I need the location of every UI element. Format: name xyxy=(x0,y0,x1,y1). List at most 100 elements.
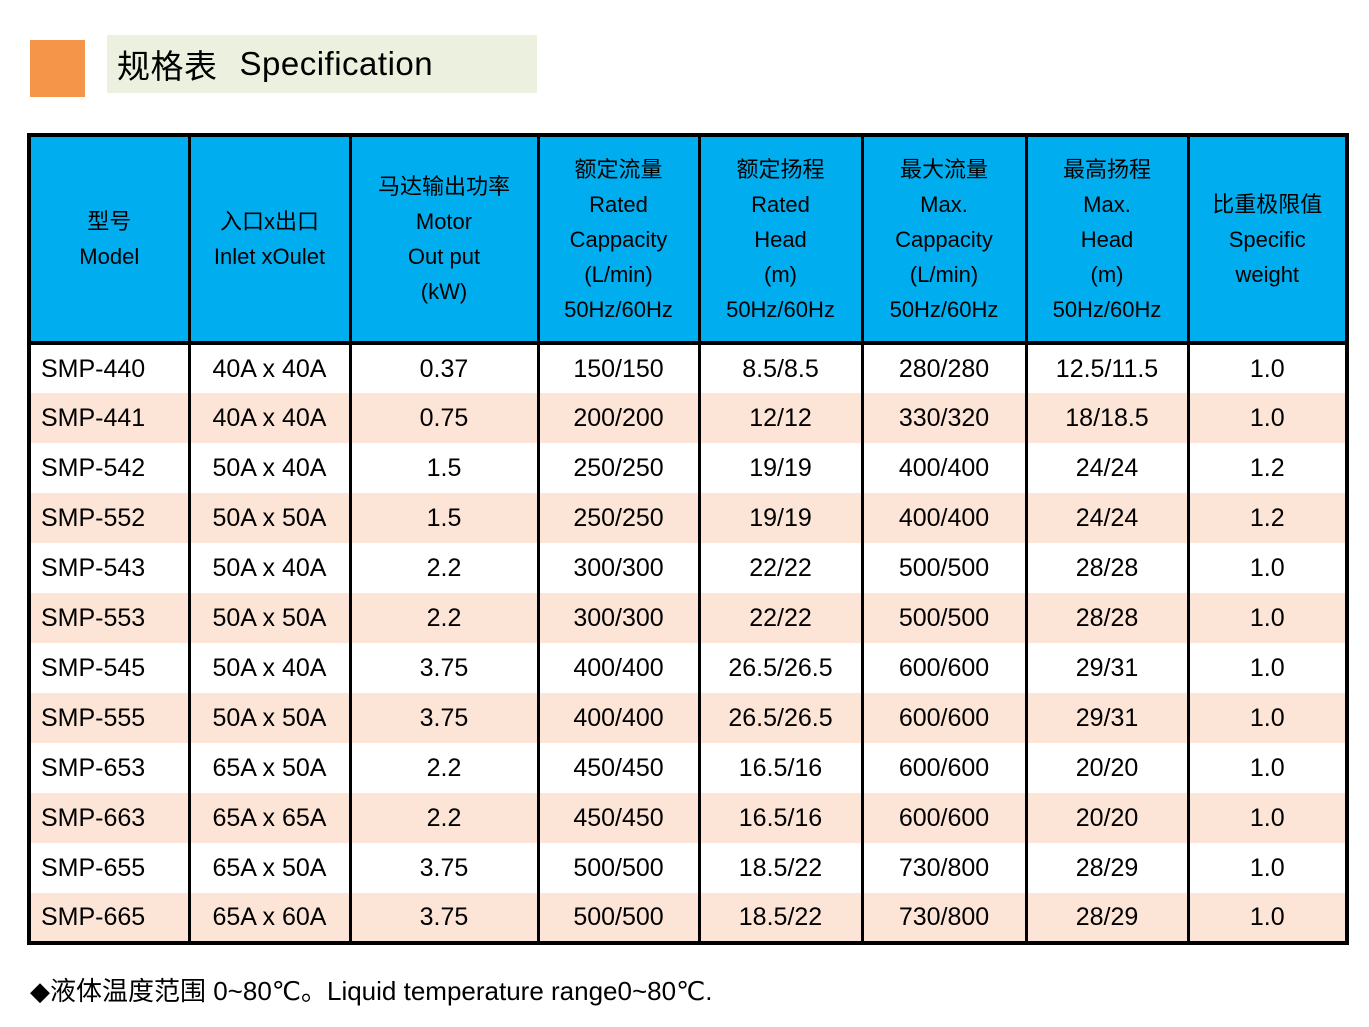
cell-motor-output: 0.75 xyxy=(348,393,540,443)
table-row: SMP-555 50A x 50A 3.75 400/400 26.5/26.5 600/… xyxy=(27,693,1349,743)
page-title: 规格表 Specification xyxy=(107,35,537,93)
spec-table-header: 型号 Model 入口x出口 Inlet xOulet 马达输出功率 Motor O… xyxy=(27,135,1349,345)
cell-model: SMP-653 xyxy=(27,743,191,793)
cell-specific-weight: 1.0 xyxy=(1186,593,1349,643)
cell-rated-head: 19/19 xyxy=(697,493,864,543)
liquid-temperature-note: ◆液体温度范围 0~80℃。Liquid temperature range0~… xyxy=(30,976,713,1006)
column-header-model: 型号 Model xyxy=(27,135,191,345)
header-row: 型号 Model 入口x出口 Inlet xOulet 马达输出功率 Motor O… xyxy=(27,135,1349,345)
cell-inlet-outlet: 50A x 50A xyxy=(187,593,352,643)
column-header-rated-head: 额定扬程 Rated Head (m) 50Hz/60Hz xyxy=(697,135,864,345)
cell-rated-capacity: 150/150 xyxy=(536,343,701,393)
cell-motor-output: 0.37 xyxy=(348,343,540,393)
column-header-inlet-outlet: 入口x出口 Inlet xOulet xyxy=(187,135,352,345)
cell-inlet-outlet: 50A x 50A xyxy=(187,493,352,543)
cell-motor-output: 2.2 xyxy=(348,543,540,593)
cell-inlet-outlet: 50A x 50A xyxy=(187,693,352,743)
table-row: SMP-542 50A x 40A 1.5 250/250 19/19 400/400 24… xyxy=(27,443,1349,493)
cell-inlet-outlet: 65A x 65A xyxy=(187,793,352,843)
cell-max-capacity: 600/600 xyxy=(860,743,1028,793)
cell-model: SMP-663 xyxy=(27,793,191,843)
cell-max-head: 28/28 xyxy=(1024,593,1190,643)
cell-model: SMP-440 xyxy=(27,343,191,393)
cell-max-capacity: 280/280 xyxy=(860,343,1028,393)
cell-max-head: 29/31 xyxy=(1024,643,1190,693)
cell-specific-weight: 1.0 xyxy=(1186,793,1349,843)
cell-max-capacity: 600/600 xyxy=(860,693,1028,743)
cell-model: SMP-553 xyxy=(27,593,191,643)
page-title-en: Specification xyxy=(239,45,434,82)
cell-max-head: 12.5/11.5 xyxy=(1024,343,1190,393)
cell-motor-output: 3.75 xyxy=(348,643,540,693)
cell-specific-weight: 1.0 xyxy=(1186,893,1349,943)
cell-max-head: 18/18.5 xyxy=(1024,393,1190,443)
cell-inlet-outlet: 50A x 40A xyxy=(187,643,352,693)
cell-max-head: 28/28 xyxy=(1024,543,1190,593)
cell-specific-weight: 1.0 xyxy=(1186,643,1349,693)
cell-motor-output: 2.2 xyxy=(348,743,540,793)
cell-rated-head: 26.5/26.5 xyxy=(697,643,864,693)
cell-model: SMP-441 xyxy=(27,393,191,443)
cell-rated-capacity: 400/400 xyxy=(536,643,701,693)
cell-max-head: 20/20 xyxy=(1024,743,1190,793)
cell-rated-capacity: 300/300 xyxy=(536,593,701,643)
table-row: SMP-545 50A x 40A 3.75 400/400 26.5/26.5 600/… xyxy=(27,643,1349,693)
cell-specific-weight: 1.0 xyxy=(1186,743,1349,793)
cell-model: SMP-545 xyxy=(27,643,191,693)
cell-rated-head: 16.5/16 xyxy=(697,743,864,793)
cell-max-capacity: 400/400 xyxy=(860,493,1028,543)
column-header-motor-output: 马达输出功率 Motor Out put (kW) xyxy=(348,135,540,345)
table-row: SMP-552 50A x 50A 1.5 250/250 19/19 400/400 24… xyxy=(27,493,1349,543)
table-row: SMP-655 65A x 50A 3.75 500/500 18.5/22 730/80… xyxy=(27,843,1349,893)
table-row: SMP-543 50A x 40A 2.2 300/300 22/22 500/500 28… xyxy=(27,543,1349,593)
cell-max-capacity: 500/500 xyxy=(860,593,1028,643)
table-row: SMP-665 65A x 60A 3.75 500/500 18.5/22 730/80… xyxy=(27,893,1349,943)
cell-motor-output: 3.75 xyxy=(348,893,540,943)
cell-inlet-outlet: 65A x 60A xyxy=(187,893,352,943)
accent-orange-square xyxy=(30,40,85,97)
cell-rated-head: 16.5/16 xyxy=(697,793,864,843)
cell-motor-output: 3.75 xyxy=(348,693,540,743)
cell-max-capacity: 500/500 xyxy=(860,543,1028,593)
cell-rated-head: 12/12 xyxy=(697,393,864,443)
cell-max-head: 24/24 xyxy=(1024,443,1190,493)
cell-max-capacity: 400/400 xyxy=(860,443,1028,493)
spec-table: 型号 Model 入口x出口 Inlet xOulet 马达输出功率 Motor O… xyxy=(27,133,1349,945)
cell-rated-head: 8.5/8.5 xyxy=(697,343,864,393)
cell-model: SMP-543 xyxy=(27,543,191,593)
cell-max-head: 24/24 xyxy=(1024,493,1190,543)
cell-max-capacity: 600/600 xyxy=(860,793,1028,843)
cell-rated-head: 18.5/22 xyxy=(697,893,864,943)
cell-specific-weight: 1.0 xyxy=(1186,343,1349,393)
cell-model: SMP-555 xyxy=(27,693,191,743)
column-header-max-capacity: 最大流量 Max. Cappacity (L/min) 50Hz/60Hz xyxy=(860,135,1028,345)
column-header-max-head: 最高扬程 Max. Head (m) 50Hz/60Hz xyxy=(1024,135,1190,345)
cell-motor-output: 3.75 xyxy=(348,843,540,893)
cell-max-head: 28/29 xyxy=(1024,843,1190,893)
cell-rated-capacity: 500/500 xyxy=(536,893,701,943)
cell-specific-weight: 1.0 xyxy=(1186,543,1349,593)
cell-inlet-outlet: 65A x 50A xyxy=(187,843,352,893)
cell-motor-output: 2.2 xyxy=(348,593,540,643)
cell-rated-capacity: 250/250 xyxy=(536,493,701,543)
table-row: SMP-553 50A x 50A 2.2 300/300 22/22 500/500 28… xyxy=(27,593,1349,643)
cell-max-head: 20/20 xyxy=(1024,793,1190,843)
cell-model: SMP-542 xyxy=(27,443,191,493)
cell-rated-capacity: 450/450 xyxy=(536,743,701,793)
cell-inlet-outlet: 65A x 50A xyxy=(187,743,352,793)
cell-inlet-outlet: 50A x 40A xyxy=(187,543,352,593)
cell-rated-capacity: 400/400 xyxy=(536,693,701,743)
cell-rated-head: 18.5/22 xyxy=(697,843,864,893)
cell-max-capacity: 600/600 xyxy=(860,643,1028,693)
cell-model: SMP-552 xyxy=(27,493,191,543)
column-header-rated-capacity: 额定流量 Rated Cappacity (L/min) 50Hz/60Hz xyxy=(536,135,701,345)
table-row: SMP-663 65A x 65A 2.2 450/450 16.5/16 600/600… xyxy=(27,793,1349,843)
cell-rated-capacity: 450/450 xyxy=(536,793,701,843)
cell-rated-capacity: 500/500 xyxy=(536,843,701,893)
cell-motor-output: 1.5 xyxy=(348,443,540,493)
cell-max-capacity: 730/800 xyxy=(860,843,1028,893)
table-row: SMP-653 65A x 50A 2.2 450/450 16.5/16 600/600… xyxy=(27,743,1349,793)
cell-motor-output: 1.5 xyxy=(348,493,540,543)
cell-rated-capacity: 200/200 xyxy=(536,393,701,443)
cell-rated-capacity: 250/250 xyxy=(536,443,701,493)
